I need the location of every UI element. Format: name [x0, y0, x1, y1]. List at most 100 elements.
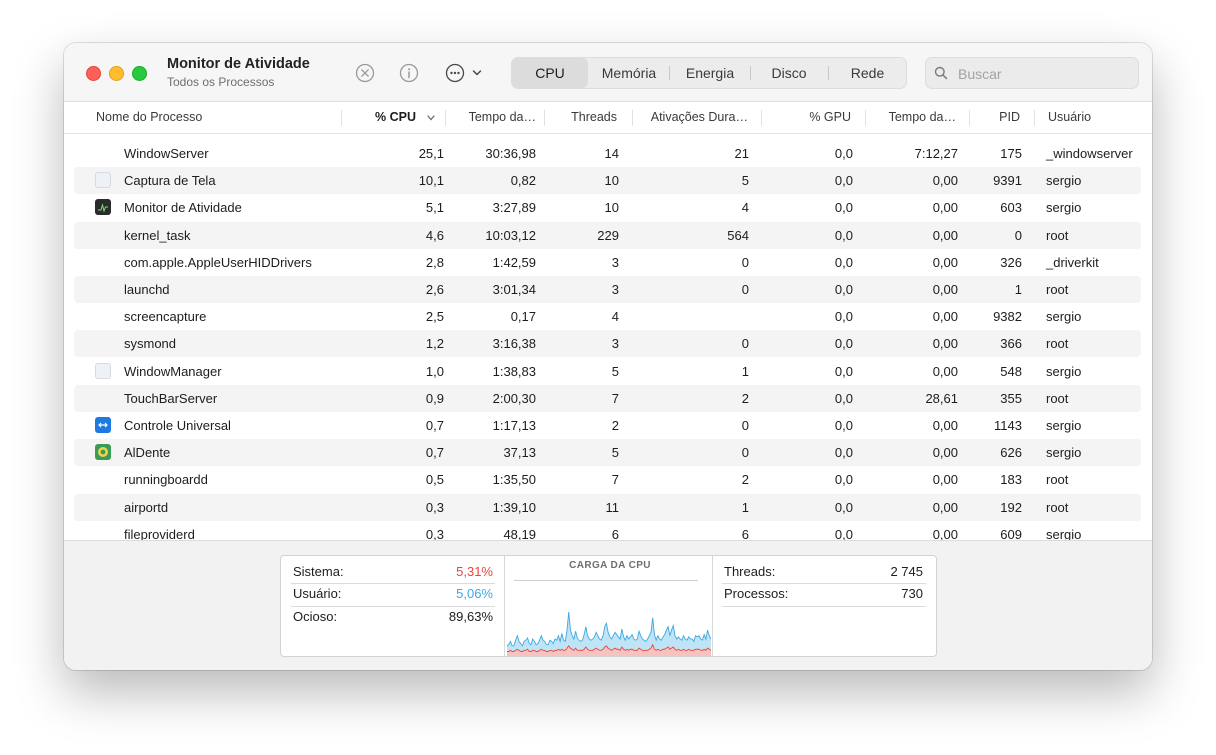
info-circle-icon[interactable]: [398, 62, 420, 84]
user: sergio: [1046, 418, 1082, 433]
gpu-time: 0,00: [932, 254, 958, 270]
thread-count: 3: [611, 336, 619, 352]
ellipsis-circle-icon[interactable]: [444, 62, 484, 84]
activity-monitor-window: Monitor de Atividade Todos os Processos …: [64, 43, 1152, 670]
thread-count: 5: [611, 445, 619, 461]
pid: 9391: [993, 173, 1022, 189]
pid: 326: [1000, 254, 1022, 270]
thread-count: 3: [611, 254, 619, 270]
view-tabs: CPU Memória Energia Disco Rede: [511, 57, 907, 89]
column-separator[interactable]: [445, 110, 446, 126]
column-cpu-time[interactable]: Tempo da…: [468, 110, 536, 124]
column-separator[interactable]: [544, 110, 545, 126]
window-subtitle[interactable]: Todos os Processos: [167, 75, 275, 89]
idle-value: 89,63%: [448, 609, 493, 624]
cpu-time: 3:27,89: [492, 200, 536, 216]
wakeups: 1: [741, 499, 749, 515]
search-field[interactable]: [925, 57, 1139, 90]
user: sergio: [1046, 445, 1082, 461]
minimize-window-button[interactable]: [109, 66, 124, 81]
table-row[interactable]: screencapture 2,5 0,17 4 0,0 0,00 9382 sergio: [74, 303, 1141, 330]
column-gpu-time[interactable]: Tempo da…: [888, 110, 956, 124]
process-name: Monitor de Atividade: [124, 200, 242, 216]
process-name: sysmond: [124, 336, 177, 352]
gpu-time: 0,00: [932, 173, 958, 189]
system-load-area: [507, 644, 711, 656]
tab-disco[interactable]: Disco: [771, 65, 807, 81]
column-wakeups[interactable]: Ativações Dura…: [650, 110, 748, 124]
thread-count: 10: [604, 173, 619, 189]
wakeups: 5: [741, 173, 749, 189]
gpu-time: 0,00: [932, 499, 958, 515]
column-user[interactable]: Usuário: [1048, 110, 1092, 124]
search-input[interactable]: [956, 58, 1130, 90]
activity-monitor-icon: [95, 199, 111, 216]
table-row[interactable]: Controle Universal 0,7 1:17,13 2 0 0,0 0,00 114…: [74, 412, 1141, 439]
user: sergio: [1046, 200, 1082, 216]
cpu-percent: 0,7: [425, 445, 444, 461]
tab-cpu[interactable]: CPU: [512, 58, 588, 88]
wakeups: 0: [741, 336, 749, 352]
cpu-percent: 10,1: [418, 173, 444, 189]
column-threads[interactable]: Threads: [571, 110, 617, 124]
table-row[interactable]: WindowManager 1,0 1:38,83 5 1 0,0 0,00 548 sergi…: [74, 358, 1141, 385]
gpu-time: 28,61: [925, 390, 958, 406]
wakeups: 0: [741, 254, 749, 270]
cpu-time: 1:17,13: [492, 418, 536, 433]
column-separator[interactable]: [1034, 110, 1035, 126]
zoom-window-button[interactable]: [132, 66, 147, 81]
column-separator[interactable]: [341, 110, 342, 126]
process-name: WindowManager: [124, 363, 222, 379]
pid: 9382: [993, 309, 1022, 325]
wakeups: 0: [741, 282, 749, 297]
cpu-time: 3:16,38: [492, 336, 536, 352]
table-row[interactable]: AlDente 0,7 37,13 5 0 0,0 0,00 626 sergio: [74, 439, 1141, 467]
process-table[interactable]: WindowServer 25,1 30:36,98 14 21 0,0 7:12,27 17…: [64, 140, 1152, 540]
sort-descending-icon[interactable]: [427, 115, 435, 121]
table-row[interactable]: launchd 2,6 3:01,34 3 0 0,0 0,00 1 root: [74, 276, 1141, 303]
pid: 1143: [994, 418, 1022, 433]
close-window-button[interactable]: [86, 66, 101, 81]
table-row[interactable]: WindowServer 25,1 30:36,98 14 21 0,0 7:12,27 17…: [74, 140, 1141, 167]
column-separator[interactable]: [865, 110, 866, 126]
table-row[interactable]: com.apple.AppleUserHIDDrivers 2,8 1:42,59 3…: [74, 249, 1141, 276]
graph-title-rule: [514, 580, 698, 581]
tab-separator: [828, 66, 829, 80]
gpu-percent: 0,0: [834, 390, 853, 406]
table-row[interactable]: runningboardd 0,5 1:35,50 7 2 0,0 0,00 183 root: [74, 466, 1141, 493]
table-row[interactable]: sysmond 1,2 3:16,38 3 0 0,0 0,00 366 root: [74, 330, 1141, 358]
gpu-percent: 0,0: [834, 200, 853, 216]
tab-rede[interactable]: Rede: [850, 65, 885, 81]
process-name: TouchBarServer: [124, 390, 218, 406]
thread-count: 10: [604, 200, 619, 216]
xmark-circle-icon[interactable]: [354, 62, 376, 84]
table-row[interactable]: fileproviderd 0,3 48,19 6 6 0,0 0,00 609 sergio: [74, 521, 1141, 540]
column-separator[interactable]: [761, 110, 762, 126]
table-row[interactable]: kernel_task 4,6 10:03,12 229 564 0,0 0,00 0 root: [74, 221, 1141, 249]
user: root: [1046, 390, 1069, 406]
column-name[interactable]: Nome do Processo: [96, 110, 203, 124]
table-row[interactable]: TouchBarServer 0,9 2:00,30 7 2 0,0 28,61 355 roo…: [74, 384, 1141, 412]
column-separator[interactable]: [969, 110, 970, 126]
column-pid[interactable]: PID: [999, 110, 1020, 124]
wakeups: [644, 303, 749, 330]
cpu-percent: 0,3: [425, 499, 444, 515]
gpu-time: 0,00: [932, 363, 958, 379]
process-name: runningboardd: [124, 472, 208, 488]
column-separator[interactable]: [632, 110, 633, 126]
column-gpu[interactable]: % GPU: [809, 110, 851, 124]
tab-energia[interactable]: Energia: [685, 65, 735, 81]
table-row[interactable]: Monitor de Atividade 5,1 3:27,89 10 4 0,0 0,00…: [74, 194, 1141, 221]
tab-memoria[interactable]: Memória: [601, 65, 657, 81]
thread-count: 5: [611, 363, 619, 379]
cpu-load-graph: [507, 611, 711, 656]
cpu-time: 0,82: [510, 173, 536, 189]
table-row[interactable]: airportd 0,3 1:39,10 11 1 0,0 0,00 192 root: [74, 493, 1141, 521]
column-cpu[interactable]: % CPU: [375, 110, 416, 124]
gpu-time: 0,00: [932, 445, 958, 461]
stat-divider: [291, 583, 495, 584]
cpu-percent: 0,5: [425, 472, 444, 488]
cpu-percent: 4,6: [425, 227, 444, 243]
wakeups: 21: [734, 146, 749, 161]
table-row[interactable]: Captura de Tela 10,1 0,82 10 5 0,0 0,00 9391 ser…: [74, 167, 1141, 195]
